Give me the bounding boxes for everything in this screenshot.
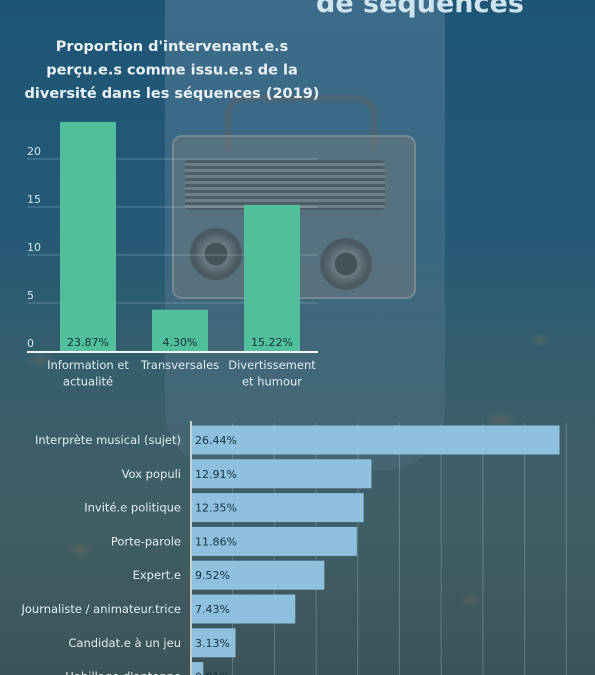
y-category-label: Journaliste / animateur.trice	[20, 602, 181, 616]
y-tick-label: 10	[27, 241, 41, 254]
bar	[192, 459, 372, 489]
y-category-label: Expert.e	[133, 568, 181, 582]
y-tick-label: 0	[27, 337, 34, 350]
x-category-label: et humour	[242, 375, 302, 389]
data-label: 7.43%	[195, 603, 230, 616]
bar	[192, 425, 560, 455]
data-label: 15.22%	[251, 336, 293, 349]
chart-title: diversité dans les séquences (2019)	[25, 86, 320, 102]
data-label: 11.86%	[195, 535, 237, 548]
x-category-label: actualité	[63, 375, 113, 389]
bar	[192, 662, 204, 675]
y-tick-label: 20	[27, 145, 41, 158]
bar	[152, 309, 208, 351]
y-category-label: Interprète musical (sujet)	[35, 433, 181, 447]
data-label: 3.13%	[195, 637, 230, 650]
chart-title: perçu.e.s comme issu.e.s de la	[46, 63, 298, 79]
x-category-label: Information et	[47, 358, 129, 372]
y-tick-label: 15	[27, 193, 41, 206]
bar	[192, 560, 325, 590]
y-category-label: Candidat.e à un jeu	[68, 636, 181, 650]
data-label: 12.35%	[195, 502, 237, 515]
data-label: 4.30%	[163, 336, 198, 349]
data-label: 26.44%	[195, 434, 237, 447]
page-title: de séquences	[316, 0, 524, 19]
y-category-label: Habillage d'antenne	[65, 670, 181, 675]
y-category-label: Invité.e politique	[84, 501, 181, 515]
x-category-label: Divertissement	[228, 358, 316, 372]
data-label: 12.91%	[195, 468, 237, 481]
bar	[192, 628, 236, 658]
y-category-label: Porte-parole	[111, 534, 181, 548]
x-category-label: Transversales	[140, 358, 219, 372]
data-label: 23.87%	[67, 336, 109, 349]
bar	[60, 121, 116, 352]
bar	[192, 493, 364, 523]
y-tick-label: 5	[27, 289, 34, 302]
bar	[192, 594, 296, 624]
chart-title: Proportion d'intervenant.e.s	[56, 39, 289, 55]
data-label: 9.52%	[195, 569, 230, 582]
bar	[244, 204, 300, 351]
data-label: 0.81%	[195, 671, 230, 675]
bar	[192, 526, 357, 556]
y-category-label: Vox populi	[122, 467, 181, 481]
